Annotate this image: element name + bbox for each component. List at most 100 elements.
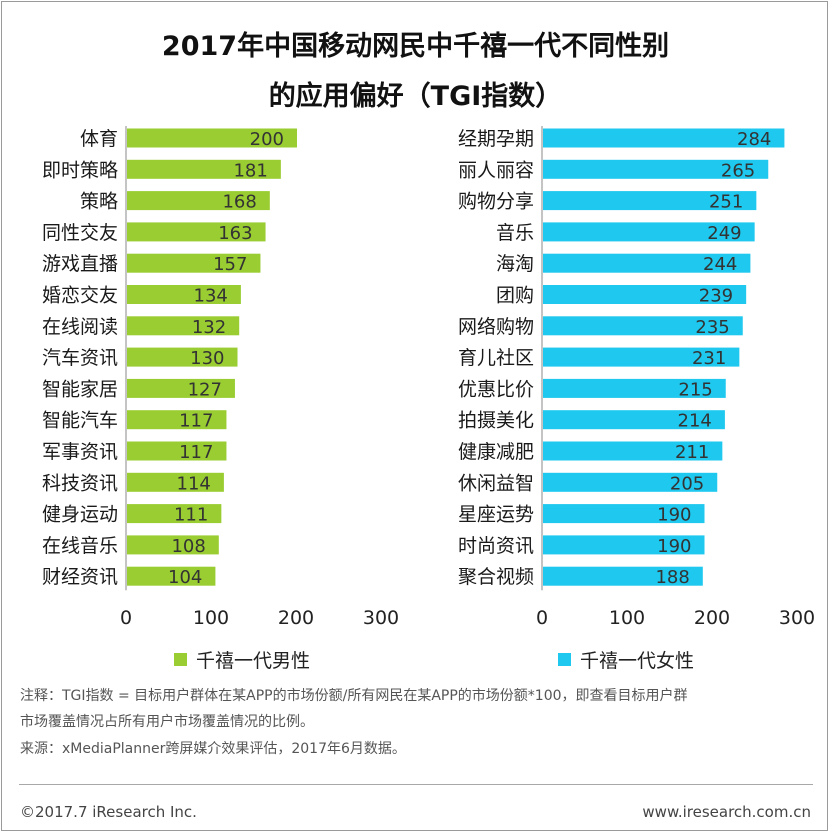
value-label-male-9: 127 <box>188 379 222 400</box>
legend-label-male: 千禧一代男性 <box>196 650 311 672</box>
value-label-male-12: 114 <box>177 473 211 494</box>
x-tick-label-male-1: 100 <box>193 607 229 629</box>
category-label-male-3: 策略 <box>80 191 118 213</box>
bar-female-13 <box>543 504 705 524</box>
x-tick-label-female-3: 300 <box>779 607 815 629</box>
bar-male-1 <box>127 128 297 148</box>
category-label-male-8: 汽车资讯 <box>42 347 118 369</box>
bar-female-12 <box>543 472 718 492</box>
category-label-female-4: 音乐 <box>496 222 534 244</box>
value-label-female-15: 188 <box>655 567 689 588</box>
category-label-female-2: 丽人丽容 <box>458 159 534 181</box>
value-label-male-15: 104 <box>168 567 202 588</box>
category-label-male-2: 即时策略 <box>42 159 118 181</box>
bar-female-4 <box>543 222 755 242</box>
chart-title-line-1: 2017年中国移动网民中千禧一代不同性别 <box>161 31 670 62</box>
category-label-female-6: 团购 <box>496 285 534 307</box>
legend-label-female: 千禧一代女性 <box>580 650 695 672</box>
category-label-male-9: 智能家居 <box>42 378 118 400</box>
bar-female-5 <box>543 253 751 273</box>
bar-female-15 <box>543 566 703 586</box>
x-tick-label-female-0: 0 <box>536 607 548 629</box>
category-label-female-10: 拍摄美化 <box>458 410 534 432</box>
value-label-female-11: 211 <box>675 442 709 463</box>
category-label-male-11: 军事资讯 <box>42 441 118 463</box>
chart-title-line-2: 的应用偏好（TGI指数） <box>268 81 563 112</box>
bar-female-2 <box>543 159 769 179</box>
legend-female: 千禧一代女性 <box>558 646 694 673</box>
legend-swatch-female <box>558 653 571 666</box>
bar-male-12 <box>127 472 224 492</box>
value-label-male-14: 108 <box>171 536 205 557</box>
bar-male-7 <box>127 316 240 336</box>
bar-male-9 <box>127 378 235 398</box>
footer-copyright: ©2017.7 iResearch Inc. <box>20 803 197 821</box>
category-label-female-7: 网络购物 <box>458 316 534 338</box>
category-label-male-12: 科技资讯 <box>42 472 118 494</box>
value-label-male-10: 117 <box>179 411 213 432</box>
category-label-male-13: 健身运动 <box>42 504 118 526</box>
legend-male: 千禧一代男性 <box>174 646 310 673</box>
bar-male-15 <box>127 566 216 586</box>
bar-female-8 <box>543 347 740 367</box>
bar-male-14 <box>127 535 219 555</box>
value-label-female-4: 249 <box>707 223 741 244</box>
category-label-male-4: 同性交友 <box>42 222 118 244</box>
value-label-female-8: 231 <box>692 348 726 369</box>
bar-male-4 <box>127 222 266 242</box>
value-label-male-8: 130 <box>190 348 224 369</box>
category-label-female-15: 聚合视频 <box>458 566 534 588</box>
category-label-female-11: 健康减肥 <box>458 441 534 463</box>
x-tick-label-female-2: 200 <box>694 607 730 629</box>
value-label-male-7: 132 <box>192 317 226 338</box>
bar-male-6 <box>127 285 241 304</box>
bar-male-11 <box>127 441 227 461</box>
bar-female-10 <box>543 410 725 430</box>
bar-female-14 <box>543 535 705 555</box>
category-label-female-13: 星座运势 <box>458 504 534 526</box>
value-label-male-3: 168 <box>222 192 256 213</box>
category-label-female-12: 休闲益智 <box>458 472 534 494</box>
note-line-1: 注释：TGI指数 = 目标用户群体在某APP的市场份额/所有网民在某APP的市场… <box>20 688 688 704</box>
value-label-female-9: 215 <box>678 379 712 400</box>
bar-male-10 <box>127 410 227 430</box>
category-label-female-8: 育儿社区 <box>458 347 534 369</box>
bar-male-5 <box>127 253 261 273</box>
bar-female-1 <box>543 128 785 148</box>
bar-male-13 <box>127 504 222 524</box>
value-label-female-7: 235 <box>695 317 729 338</box>
category-label-female-9: 优惠比价 <box>458 378 534 400</box>
value-label-male-2: 181 <box>233 160 267 181</box>
x-tick-label-male-3: 300 <box>363 607 399 629</box>
category-label-male-1: 体育 <box>80 128 118 150</box>
x-tick-label-male-2: 200 <box>278 607 314 629</box>
bar-male-8 <box>127 347 238 367</box>
category-label-male-6: 婚恋交友 <box>42 285 118 307</box>
value-label-female-12: 205 <box>670 473 704 494</box>
value-label-male-5: 157 <box>213 254 247 275</box>
footer-divider <box>19 784 813 785</box>
category-label-female-1: 经期孕期 <box>458 128 534 150</box>
value-label-female-10: 214 <box>678 411 712 432</box>
bar-female-11 <box>543 441 723 461</box>
value-label-male-4: 163 <box>218 223 252 244</box>
bar-female-3 <box>543 191 757 211</box>
value-label-male-6: 134 <box>194 286 228 307</box>
bar-male-2 <box>127 159 281 179</box>
category-label-male-15: 财经资讯 <box>42 566 118 588</box>
bar-male-3 <box>127 191 270 211</box>
value-label-female-3: 251 <box>709 192 743 213</box>
source-note: 来源：xMediaPlanner跨屏媒介效果评估，2017年6月数据。 <box>20 741 406 757</box>
category-label-female-3: 购物分享 <box>458 191 534 213</box>
bar-female-7 <box>543 316 743 336</box>
value-label-male-1: 200 <box>250 129 284 150</box>
value-label-male-11: 117 <box>179 442 213 463</box>
value-label-female-6: 239 <box>699 286 733 307</box>
category-label-female-5: 海淘 <box>496 253 534 275</box>
category-label-male-14: 在线音乐 <box>42 535 118 557</box>
bar-female-9 <box>543 378 726 398</box>
x-tick-label-male-0: 0 <box>120 607 132 629</box>
footer-url: www.iresearch.com.cn <box>642 803 811 821</box>
